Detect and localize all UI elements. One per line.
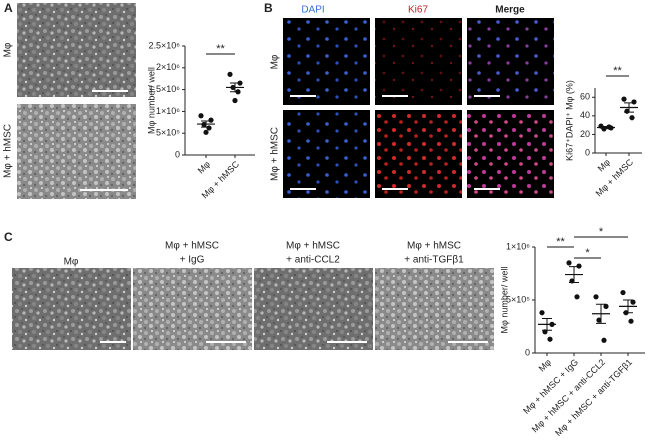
micrograph (375, 18, 462, 105)
data-point (206, 125, 212, 131)
data-point (227, 71, 233, 77)
data-point (198, 113, 204, 119)
data-point (232, 97, 238, 104)
image-title: Mφ + hMSC (286, 241, 340, 252)
y-axis-label: Mφ number/ well (146, 67, 156, 134)
y-tick-label: 20 (580, 129, 590, 139)
micrograph (133, 268, 252, 350)
data-point (630, 299, 636, 305)
data-point (620, 289, 626, 296)
row-label: Mφ (270, 54, 281, 69)
micrograph (375, 268, 494, 350)
error-bar (601, 126, 611, 129)
micrograph (12, 268, 131, 350)
data-point (208, 117, 214, 123)
significance-label: * (599, 226, 604, 238)
data-point (628, 318, 634, 324)
data-point (576, 263, 582, 269)
error-bar (569, 266, 579, 284)
micrograph (467, 110, 554, 198)
data-point (593, 294, 599, 300)
error-bar (542, 318, 552, 331)
data-point (621, 96, 627, 102)
panel-label: C (4, 230, 13, 244)
error-bar (201, 120, 211, 128)
image-title: Mφ + hMSC (407, 241, 461, 252)
y-tick-label: 0 (525, 347, 530, 357)
data-point (631, 99, 637, 105)
row-label: Mφ + hMSC (270, 127, 281, 181)
panel-label: A (4, 1, 13, 15)
data-point (566, 260, 572, 266)
micrograph (467, 18, 554, 105)
significance-label: ** (613, 65, 622, 77)
image-title: Mφ (64, 257, 79, 268)
error-bar (230, 82, 240, 93)
y-tick-label: 0 (175, 149, 180, 159)
micrograph (254, 268, 373, 350)
micrograph (17, 104, 136, 199)
error-bar (596, 303, 606, 324)
y-tick-label: 60 (580, 92, 590, 102)
data-point (574, 294, 580, 300)
micrograph (17, 3, 136, 97)
data-point (596, 317, 602, 323)
y-tick-label: 5×10⁵ (506, 294, 530, 304)
y-axis-label: Ki67⁺DAPI⁺ Mφ (%) (564, 80, 574, 161)
image-title: + anti-TGFβ1 (404, 255, 464, 266)
data-point (203, 129, 209, 135)
y-tick-label: 5×10⁵ (156, 128, 180, 138)
data-point (603, 303, 609, 309)
column-label: Merge (495, 5, 525, 16)
row-label: Mφ (3, 42, 14, 57)
micrograph (283, 110, 370, 198)
data-point (547, 336, 553, 342)
x-tick-label: Mφ (537, 357, 554, 374)
significance-label: ** (556, 236, 565, 248)
data-point (629, 115, 635, 121)
row-label: Mφ + hMSC (3, 124, 14, 178)
y-tick-label: 2.5×10⁶ (149, 40, 181, 50)
x-tick-label: Mφ (596, 157, 613, 174)
panel-label: B (264, 1, 273, 15)
image-title: + anti-CCL2 (286, 255, 340, 266)
micrograph (283, 18, 370, 105)
y-tick-label: 1×10⁶ (156, 106, 180, 116)
column-label: DAPI (301, 5, 324, 16)
micrograph (375, 110, 462, 198)
column-label: Ki67 (408, 5, 428, 16)
y-tick-label: 1×10⁶ (506, 241, 530, 251)
y-tick-label: 1.5×10⁶ (149, 84, 181, 94)
y-tick-label: 0 (585, 147, 590, 157)
y-axis-label: Mφ number/ well (499, 267, 509, 334)
data-point (601, 337, 607, 343)
significance-label: ** (216, 43, 225, 55)
y-tick-label: 2×10⁶ (156, 62, 180, 72)
error-bar (624, 102, 634, 113)
x-tick-label: Mφ (196, 159, 213, 176)
error-bar (623, 299, 633, 314)
image-title: Mφ + hMSC (165, 241, 219, 252)
image-title: + IgG (180, 255, 205, 266)
significance-label: * (585, 247, 590, 259)
y-tick-label: 40 (580, 110, 590, 120)
data-point (539, 310, 545, 316)
